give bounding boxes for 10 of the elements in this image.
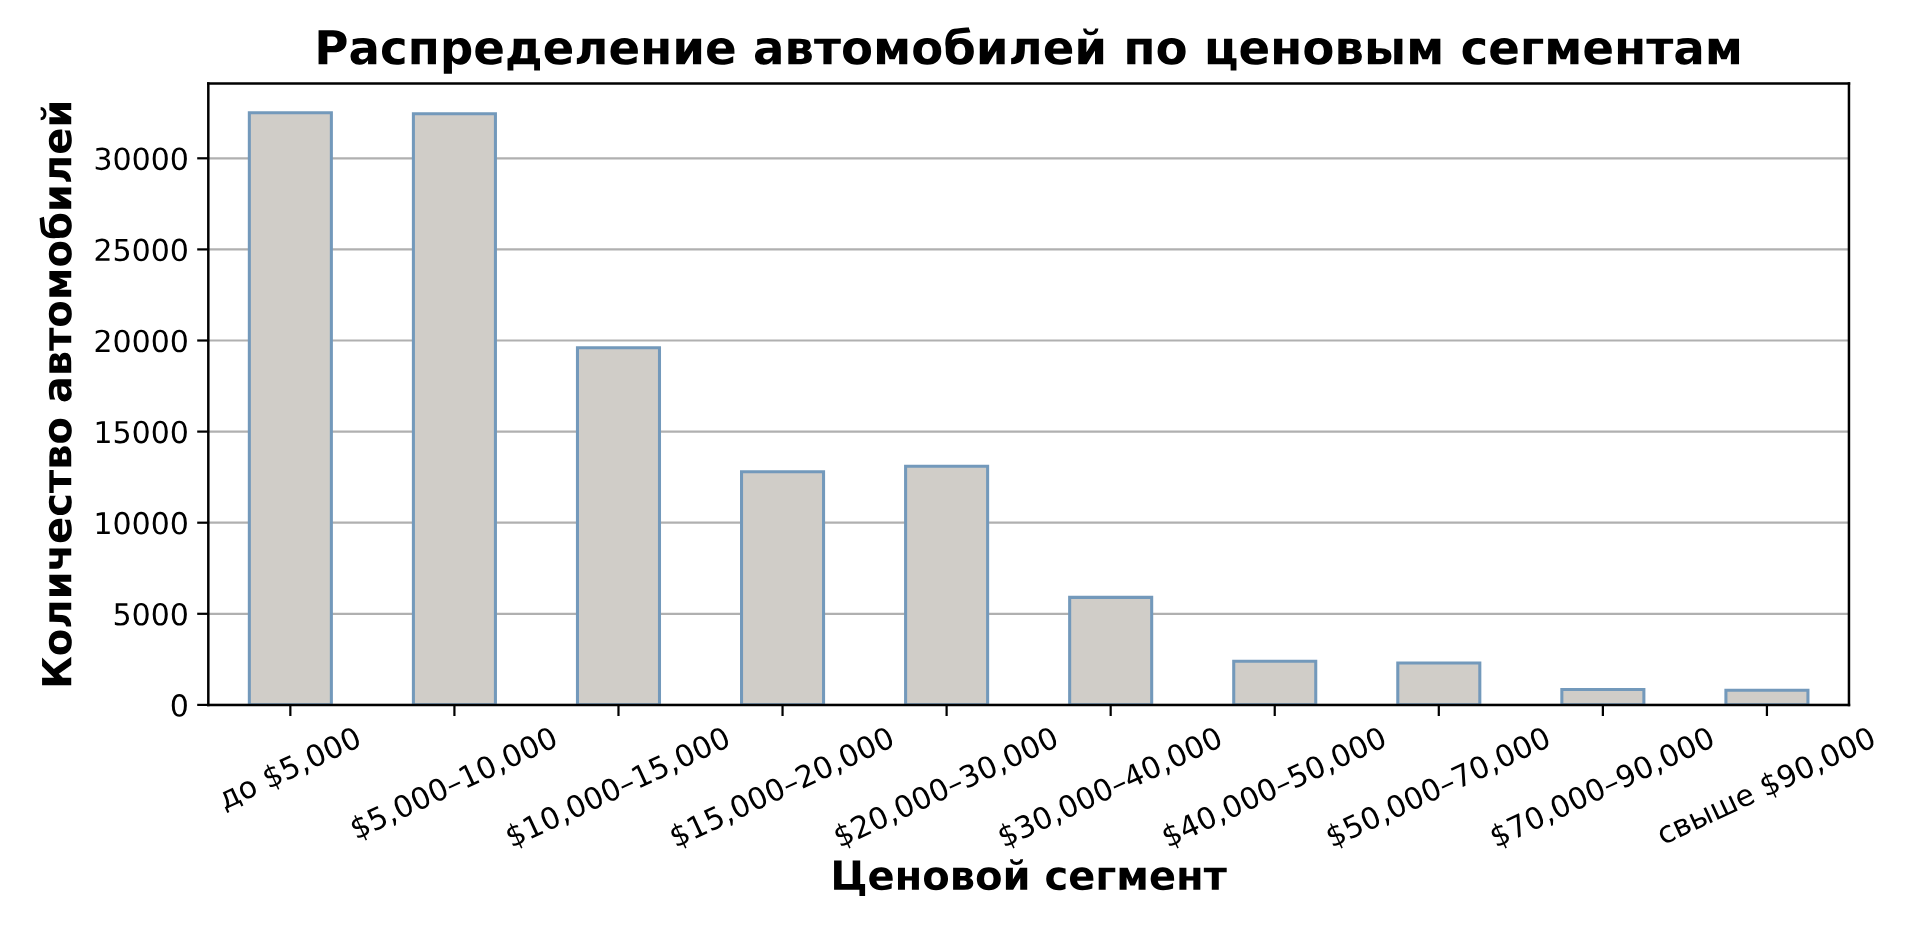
chart-title: Распределение автомобилей по ценовым сегментам [318,27,1740,74]
y-tick-label: 30000 [95,147,187,171]
y-tick-label: 25000 [95,238,187,262]
y-tick-label: 0 [171,694,187,717]
y-tick-label: 10000 [96,511,187,535]
y-tick-label: 5000 [114,602,187,626]
x-axis-title: Ценовой сегмент [834,859,1227,897]
y-tick-label: 20000 [95,329,187,353]
y-tick-label: 15000 [96,420,187,444]
y-axis-title: Количество автомобилей [39,102,72,686]
